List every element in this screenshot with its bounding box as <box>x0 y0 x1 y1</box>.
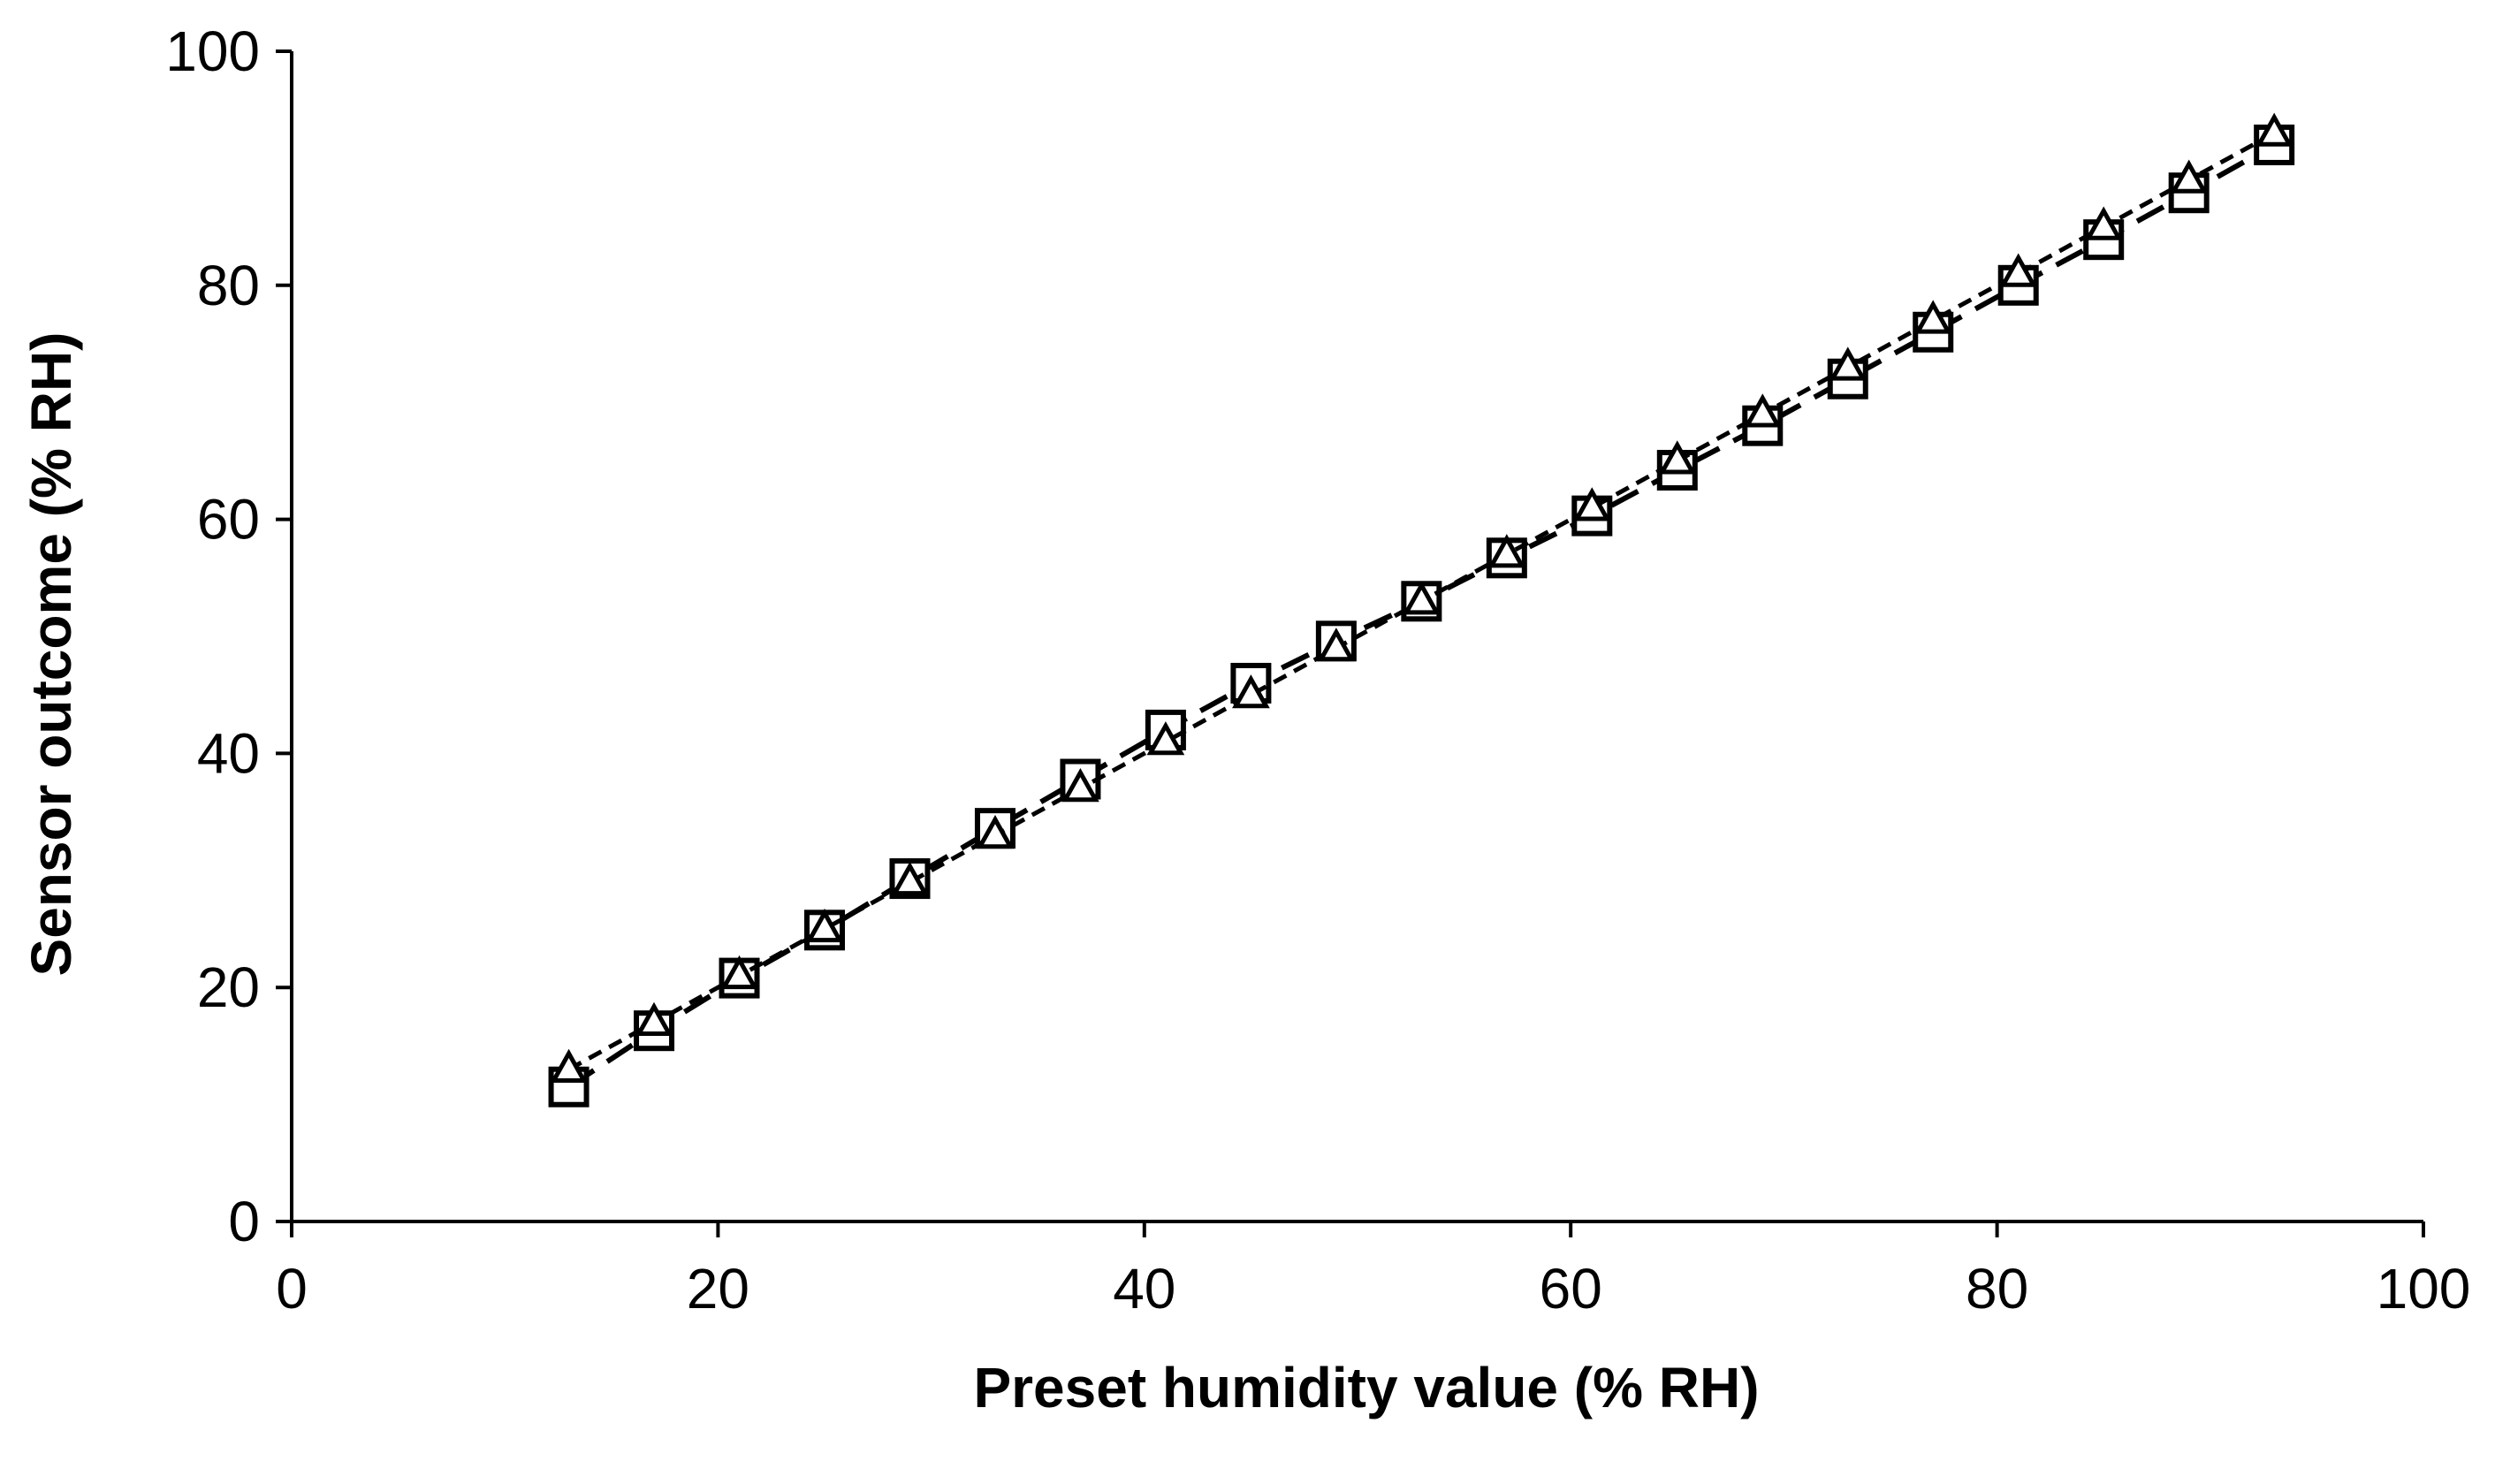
x-tick-label-1: 20 <box>687 1257 749 1320</box>
y-ticks: 0 20 40 60 80 100 <box>165 19 292 1253</box>
y-tick-label-5: 100 <box>165 19 260 83</box>
series-1-point-10 <box>1403 581 1441 615</box>
series-0 <box>548 124 2295 1107</box>
series-1-point-6 <box>1061 767 1099 803</box>
series-1-point-3 <box>805 908 844 943</box>
series-1-point-11 <box>1487 534 1526 568</box>
series-1-point-12 <box>1572 487 1611 521</box>
series-1-point-13 <box>1658 440 1697 475</box>
x-ticks: 0 20 40 60 80 100 <box>276 1221 2470 1320</box>
axes <box>290 51 2423 1223</box>
series-1-point-15 <box>1829 346 1867 381</box>
series-1 <box>550 112 2293 1083</box>
series-1-point-8 <box>1232 674 1270 709</box>
series-1-point-4 <box>891 861 929 896</box>
x-tick-label-0: 0 <box>276 1257 308 1320</box>
series-1-point-19 <box>2170 159 2209 194</box>
series-1-point-0 <box>550 1048 588 1083</box>
series-1-point-18 <box>2084 206 2123 240</box>
series-1-point-9 <box>1317 628 1356 662</box>
x-tick-label-3: 60 <box>1540 1257 1602 1320</box>
y-tick-label-3: 60 <box>197 488 260 552</box>
series-1-point-20 <box>2255 112 2293 147</box>
y-tick-label-2: 40 <box>197 721 260 785</box>
y-tick-label-0: 0 <box>228 1190 260 1253</box>
series-1-point-5 <box>976 814 1015 849</box>
series-layer <box>548 112 2295 1107</box>
x-tick-label-2: 40 <box>1113 1257 1175 1320</box>
series-1-point-17 <box>1999 253 2038 287</box>
series-1-point-1 <box>635 1001 673 1036</box>
y-tick-label-4: 80 <box>197 254 260 317</box>
y-tick-label-1: 20 <box>197 955 260 1019</box>
series-1-point-7 <box>1146 721 1185 756</box>
x-tick-label-5: 100 <box>2377 1257 2471 1320</box>
series-1-point-16 <box>1913 300 1952 334</box>
x-axis-title: Preset humidity value (% RH) <box>973 1356 1759 1419</box>
series-1-point-2 <box>720 955 758 990</box>
series-1-point-14 <box>1743 393 1782 428</box>
x-tick-label-4: 80 <box>1966 1257 2028 1320</box>
y-axis-title: Sensor outcome (% RH) <box>19 332 83 977</box>
